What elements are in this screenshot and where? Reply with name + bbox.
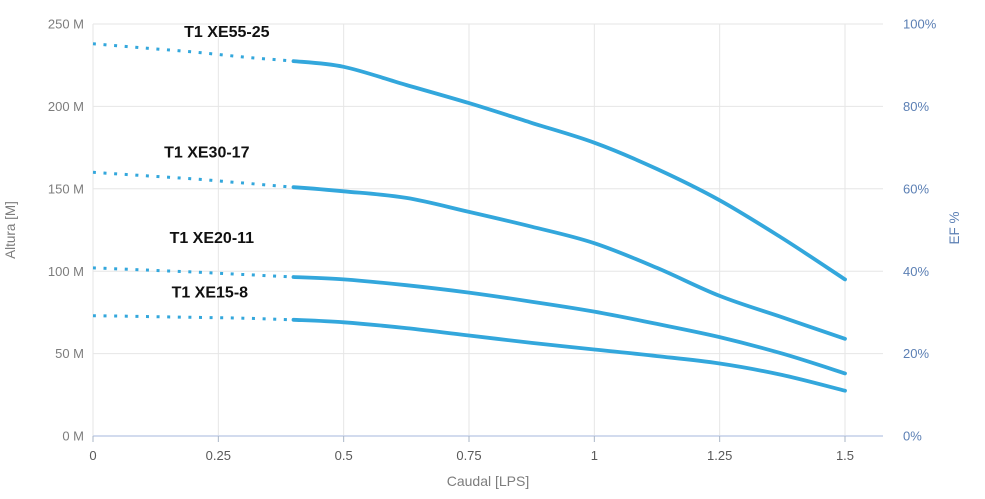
y-right-tick-label-3: 40% bbox=[903, 264, 929, 279]
y-right-tick-label-2: 60% bbox=[903, 181, 929, 196]
curve-solid-t1-xe20-11[interactable] bbox=[291, 275, 847, 376]
x-tick-label-0: 0 bbox=[89, 448, 96, 463]
curve-solid-t1-xe55-25[interactable] bbox=[291, 59, 847, 282]
y-left-tick-label-4: 50 M bbox=[55, 346, 84, 361]
x-tick-label-5: 1.25 bbox=[707, 448, 732, 463]
x-tick-label-6: 1.5 bbox=[836, 448, 854, 463]
y-left-tick-label-3: 100 M bbox=[48, 264, 84, 279]
y-right-tick-label-0: 100% bbox=[903, 17, 937, 32]
x-tick-label-1: 0.25 bbox=[206, 448, 231, 463]
y-left-tick-label-2: 150 M bbox=[48, 181, 84, 196]
curve-solid-t1-xe15-8[interactable] bbox=[291, 317, 847, 393]
y-left-tick-label-5: 0 M bbox=[62, 429, 84, 444]
series-label-t1-xe20-11: T1 XE20-11 bbox=[170, 230, 255, 247]
curve-solid-t1-xe30-17[interactable] bbox=[291, 185, 847, 341]
curve-dotted-t1-xe15-8[interactable] bbox=[92, 314, 294, 322]
series-label-t1-xe30-17: T1 XE30-17 bbox=[164, 144, 249, 161]
x-tick-label-2: 0.5 bbox=[335, 448, 353, 463]
y-right-tick-label-1: 80% bbox=[903, 99, 929, 114]
curve-dotted-t1-xe55-25[interactable] bbox=[92, 42, 294, 63]
y-right-tick-label-5: 0% bbox=[903, 429, 922, 444]
y-left-axis-title: Altura [M] bbox=[3, 201, 18, 259]
y-left-tick-label-0: 250 M bbox=[48, 17, 84, 32]
y-left-tick-label-1: 200 M bbox=[48, 99, 84, 114]
y-right-axis-title: EF % bbox=[947, 211, 962, 244]
y-right-tick-label-4: 20% bbox=[903, 346, 929, 361]
x-axis-title: Caudal [LPS] bbox=[447, 473, 530, 489]
series-label-t1-xe15-8: T1 XE15-8 bbox=[172, 285, 249, 302]
curve-dotted-t1-xe30-17[interactable] bbox=[92, 170, 294, 189]
x-tick-label-3: 0.75 bbox=[456, 448, 481, 463]
series-label-t1-xe55-25: T1 XE55-25 bbox=[184, 24, 269, 41]
x-tick-label-4: 1 bbox=[591, 448, 598, 463]
curve-dotted-t1-xe20-11[interactable] bbox=[92, 266, 294, 279]
